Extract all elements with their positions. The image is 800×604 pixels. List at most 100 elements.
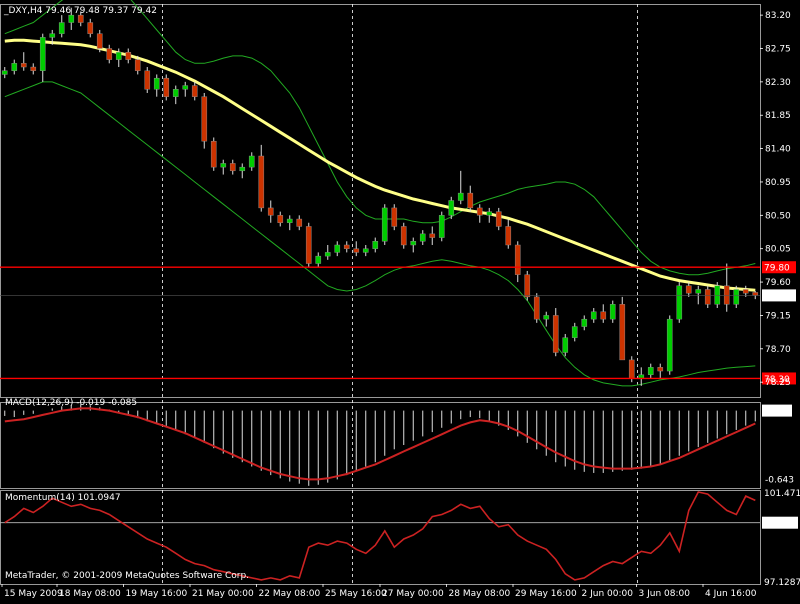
candle-body: [543, 315, 550, 320]
candle-body: [1, 70, 8, 75]
candle-body: [742, 289, 749, 294]
panel-frame-0: [0, 4, 761, 398]
candle: [410, 237, 417, 253]
candle-body: [39, 37, 46, 71]
momentum-line: [4, 491, 756, 581]
candle: [39, 33, 46, 82]
candle-body: [68, 14, 75, 23]
candle: [115, 48, 122, 68]
candle: [704, 285, 711, 309]
candle: [343, 241, 350, 253]
candle: [163, 74, 170, 101]
candle: [448, 196, 455, 220]
momentum-label: Momentum(14) 101.0947: [5, 493, 121, 503]
candle-body: [144, 70, 151, 90]
candle-body: [714, 285, 721, 305]
candle-body: [533, 296, 540, 320]
candle: [267, 200, 274, 223]
time-tick-label: 2 Jun 00:00: [582, 589, 634, 599]
candle: [619, 296, 626, 361]
level-tag-0: [762, 261, 796, 274]
candle: [695, 285, 702, 305]
current-price-tag: [762, 289, 796, 302]
candle: [486, 207, 493, 223]
candle-body: [619, 304, 626, 361]
candle: [144, 67, 151, 93]
momentum-tick-label: 97.1287: [764, 578, 800, 588]
candle-body: [115, 51, 122, 60]
candle-body: [657, 367, 664, 372]
candle: [182, 81, 189, 97]
candle-body: [495, 211, 502, 227]
candle: [571, 322, 578, 342]
candle-body: [201, 96, 208, 142]
price-tick-label: 78.70: [765, 345, 791, 355]
candle: [11, 59, 18, 75]
price-tick-label: 79.60: [765, 278, 791, 288]
candle: [229, 159, 236, 175]
candle-body: [191, 85, 198, 97]
level-tag-1: [762, 372, 796, 385]
candle: [638, 367, 645, 386]
bands-lower-line: [4, 81, 756, 387]
candle: [419, 230, 426, 245]
macd-tick-label: -0.643: [765, 476, 794, 486]
candle-body: [220, 163, 227, 168]
candle-body: [695, 289, 702, 294]
candle-body: [334, 244, 341, 253]
candle: [315, 252, 322, 268]
time-tick-label: 18 May 08:00: [59, 589, 121, 599]
time-tick-label: 29 May 16:00: [515, 589, 577, 599]
candle: [30, 63, 37, 75]
candle: [429, 226, 436, 245]
candle-body: [581, 318, 588, 327]
candle: [334, 241, 341, 257]
candle: [657, 363, 664, 379]
candle: [733, 285, 740, 309]
candle-body: [514, 244, 521, 275]
candle-body: [134, 59, 141, 71]
time-tick-label: 27 May 00:00: [382, 589, 444, 599]
candle-body: [153, 77, 160, 90]
momentum-base-tag: [762, 516, 798, 529]
candle-body: [77, 14, 84, 23]
candle: [49, 29, 56, 45]
price-tick-label: 80.05: [765, 245, 791, 255]
candle: [647, 363, 654, 379]
price-tick-label: 80.95: [765, 178, 791, 188]
candle-body: [210, 140, 217, 168]
candle-body: [457, 192, 464, 201]
candle: [752, 290, 759, 300]
candle-body: [552, 315, 559, 353]
candle-body: [400, 226, 407, 246]
candle-body: [410, 241, 417, 246]
bands-upper-line: [4, 0, 756, 276]
candle-body: [296, 218, 303, 227]
candle: [457, 170, 464, 205]
candle: [438, 211, 445, 242]
candle: [562, 333, 569, 357]
price-tick-label: 81.85: [765, 111, 791, 121]
candle: [590, 308, 597, 323]
time-tick-label: 25 May 16:00: [325, 589, 387, 599]
candle-body: [305, 226, 312, 264]
candle: [552, 308, 559, 357]
candle-body: [353, 248, 360, 253]
candle-body: [125, 51, 132, 60]
candle: [495, 207, 502, 231]
candle-body: [524, 274, 531, 298]
candle-body: [381, 207, 388, 242]
price-tick-label: 82.75: [765, 44, 791, 54]
candle-body: [172, 89, 179, 97]
panel-frame-2: [0, 490, 761, 585]
macd-signal-line: [4, 407, 756, 481]
candle-body: [96, 33, 103, 49]
candle: [106, 44, 113, 64]
candle-body: [704, 289, 711, 305]
time-tick-label: 15 May 2009: [4, 589, 63, 599]
candle-body: [324, 252, 331, 257]
price-tick-label: 83.20: [765, 11, 791, 21]
candle: [305, 222, 312, 268]
